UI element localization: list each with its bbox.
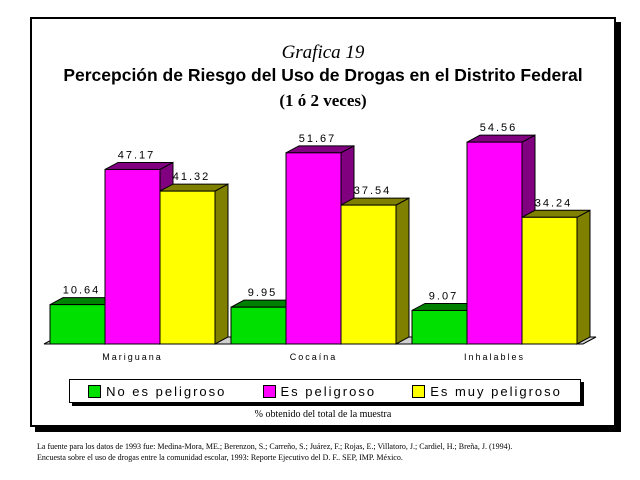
chart-subtitle: (1 ó 2 veces) — [279, 91, 367, 110]
bar — [159, 190, 216, 345]
chart-title: Percepción de Riesgo del Uso de Drogas e… — [63, 65, 583, 85]
data-label: 9.07 — [429, 290, 458, 302]
data-label: 51.67 — [299, 133, 337, 145]
source-line: Encuesta sobre el uso de drogas entre la… — [37, 453, 403, 462]
bar — [340, 204, 397, 345]
data-label: 47.17 — [118, 149, 156, 161]
bar — [230, 306, 287, 345]
legend-label: Es peligroso — [280, 383, 377, 399]
data-label: 10.64 — [63, 285, 101, 297]
legend-label: No es peligroso — [106, 383, 227, 399]
data-label: 54.56 — [480, 122, 518, 134]
bar — [104, 168, 161, 345]
bar — [285, 152, 342, 345]
bar — [521, 216, 578, 345]
legend-swatch-yellow — [412, 384, 426, 398]
bar-top — [104, 161, 174, 170]
category-label: Cocaína — [290, 352, 338, 362]
legend-item-peligroso: Es peligroso — [262, 383, 377, 399]
chart-number: Grafica 19 — [281, 42, 365, 63]
legend-item-muy-peligroso: Es muy peligroso — [412, 384, 562, 399]
data-label: 9.95 — [248, 287, 277, 299]
bar-side — [214, 183, 229, 345]
data-label: 41.32 — [173, 171, 211, 183]
legend-swatch-magenta — [262, 384, 276, 398]
legend-item-no-peligroso: No es peligroso — [88, 384, 226, 399]
category-label: Mariguana — [102, 352, 163, 362]
bar-side — [395, 197, 410, 345]
data-label: 34.24 — [535, 197, 573, 209]
bar — [411, 309, 468, 345]
bar-chart: 10.64 47.17 41.32 Mariguana 9.95 51.67 37.54 Co… — [43, 122, 597, 362]
legend-swatch-green — [88, 384, 102, 398]
bar-top — [340, 197, 410, 206]
bar — [466, 141, 523, 345]
bar-top — [521, 209, 591, 218]
source-citation: La fuente para los datos de 1993 fue: Me… — [37, 441, 512, 463]
bar-top — [285, 145, 355, 154]
legend-label: Es muy peligroso — [430, 383, 562, 399]
bar — [49, 304, 106, 345]
chart-note: % obtenido del total de la muestra — [254, 409, 392, 420]
source-line: La fuente para los datos de 1993 fue: Me… — [37, 442, 513, 451]
bar-top — [159, 183, 229, 192]
legend: No es peligroso Es peligroso Es muy peli… — [69, 379, 581, 403]
bar-top — [466, 134, 536, 143]
bar-side — [576, 209, 591, 345]
category-label: Inhalables — [464, 352, 525, 362]
chart-frame: Grafica 19 Percepción de Riesgo del Uso … — [30, 17, 616, 427]
data-label: 37.54 — [354, 185, 392, 197]
